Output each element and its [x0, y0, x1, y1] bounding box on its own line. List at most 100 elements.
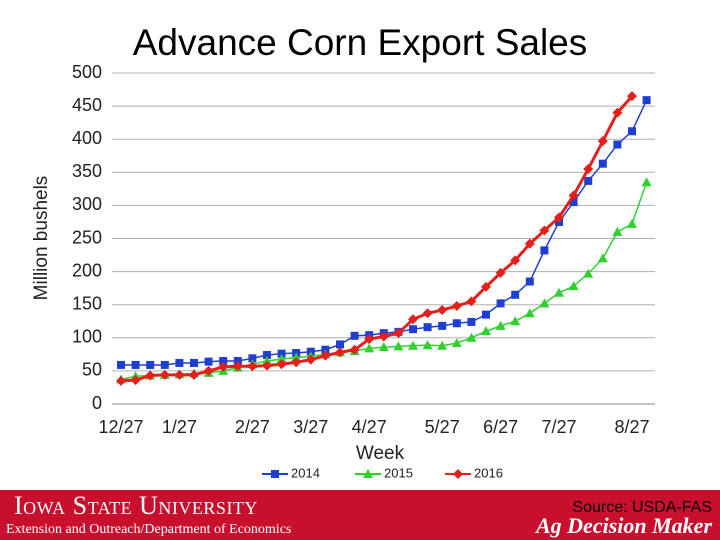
marker	[291, 357, 302, 368]
marker	[277, 349, 286, 358]
y-tick-label: 350	[72, 161, 102, 181]
marker	[247, 361, 258, 372]
marker	[422, 340, 433, 350]
marker	[481, 281, 491, 292]
marker	[349, 344, 360, 355]
marker	[131, 360, 140, 369]
marker	[320, 350, 331, 361]
marker	[393, 341, 404, 351]
marker	[482, 310, 490, 319]
marker	[612, 107, 623, 118]
marker	[203, 365, 214, 376]
department: Extension and Outreach/Department of Eco…	[6, 522, 291, 537]
x-axis-label: Week	[356, 443, 405, 464]
marker	[627, 218, 637, 228]
marker	[597, 136, 608, 147]
marker	[146, 360, 155, 369]
marker	[495, 267, 506, 278]
marker	[437, 304, 448, 315]
y-tick-label: 150	[72, 293, 102, 313]
marker	[130, 375, 141, 386]
marker	[276, 359, 287, 370]
marker	[452, 319, 461, 328]
marker	[364, 343, 375, 353]
marker	[554, 212, 564, 223]
legend-marker	[271, 470, 279, 478]
marker	[569, 198, 578, 207]
x-tick-label: 6/27	[483, 417, 518, 437]
y-tick-label: 0	[92, 393, 102, 413]
marker	[117, 360, 125, 369]
x-tick-label: 5/27	[425, 417, 460, 437]
y-tick-label: 250	[72, 227, 102, 247]
marker	[335, 347, 345, 358]
marker	[598, 159, 607, 168]
brand: Ag Decision Maker	[534, 513, 712, 538]
marker	[174, 369, 185, 380]
marker	[438, 321, 447, 330]
marker	[116, 375, 126, 386]
marker	[496, 299, 505, 308]
x-tick-label: 1/27	[162, 417, 197, 437]
y-tick-label: 50	[82, 360, 102, 380]
y-tick-label: 500	[72, 62, 102, 82]
marker	[467, 317, 476, 326]
y-tick-label: 100	[72, 327, 102, 347]
marker	[641, 177, 652, 187]
marker	[305, 354, 316, 365]
marker	[481, 326, 491, 336]
chart-title: Advance Corn Export Sales	[133, 22, 588, 63]
marker	[408, 340, 418, 350]
marker	[291, 352, 302, 362]
x-tick-label: 7/27	[541, 417, 576, 437]
marker	[336, 340, 344, 349]
marker	[423, 323, 432, 332]
marker	[232, 361, 243, 372]
marker	[451, 301, 462, 312]
marker	[568, 281, 579, 291]
marker	[409, 325, 417, 334]
marker	[248, 354, 257, 363]
legend-marker	[363, 469, 373, 478]
marker	[451, 338, 462, 348]
marker	[408, 314, 418, 325]
marker	[642, 96, 651, 105]
x-tick-label: 2/27	[235, 417, 270, 437]
legend-label: 2015	[384, 465, 413, 480]
marker	[584, 176, 593, 185]
y-tick-label: 450	[72, 95, 102, 115]
marker	[262, 360, 272, 371]
marker	[218, 361, 229, 372]
marker	[393, 328, 404, 339]
marker	[627, 91, 637, 102]
marker	[466, 296, 477, 307]
marker	[539, 225, 550, 236]
marker	[525, 277, 534, 286]
x-tick-label: 12/27	[98, 417, 143, 437]
marker	[160, 360, 169, 369]
marker	[364, 334, 375, 345]
legend-label: 2014	[291, 465, 320, 480]
marker	[510, 255, 521, 266]
marker	[189, 369, 199, 380]
university-name: Iowa State University	[14, 491, 258, 520]
marker	[422, 308, 433, 319]
marker	[495, 320, 506, 330]
marker	[583, 163, 594, 174]
marker	[350, 331, 359, 340]
marker	[378, 342, 389, 352]
marker	[612, 226, 623, 236]
marker	[262, 355, 272, 365]
marker	[276, 353, 287, 363]
y-tick-label: 400	[72, 128, 102, 148]
x-tick-label: 4/27	[352, 417, 387, 437]
marker	[175, 358, 184, 367]
marker	[568, 190, 579, 201]
marker	[378, 331, 389, 342]
marker	[583, 268, 594, 278]
source-note: Source: USDA-FAS	[572, 499, 712, 516]
marker	[510, 316, 521, 326]
marker	[511, 290, 520, 299]
